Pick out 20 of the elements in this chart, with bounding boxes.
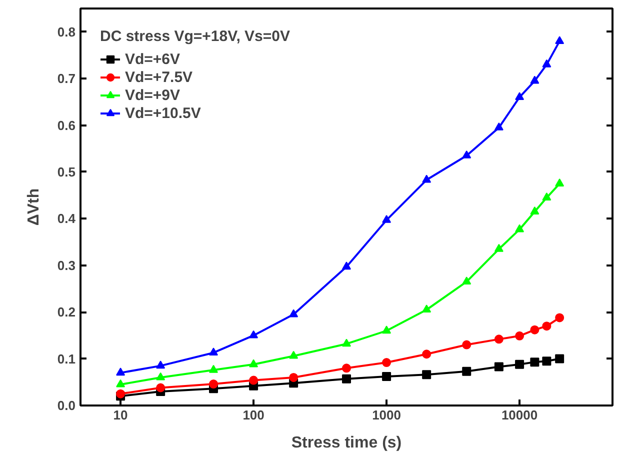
legend-label: Vd=+9V (125, 86, 180, 104)
legend-label: Vd=+10.5V (125, 104, 201, 122)
legend-title: DC stress Vg=+18V, Vs=0V (100, 28, 290, 45)
y-tick-label: 0.5 (57, 164, 76, 180)
y-tick-label: 0.6 (57, 118, 76, 133)
y-tick-label: 0.1 (57, 351, 76, 366)
legend-label: Vd=+6V (125, 50, 180, 68)
x-tick-label: 10 (113, 408, 128, 422)
y-tick-label: 0.2 (57, 304, 76, 320)
x-tick-label: 100 (242, 408, 264, 422)
y-tick-label: 0.7 (57, 71, 76, 86)
y-tick-label: 0.3 (57, 258, 76, 273)
y-axis-title: ΔVth (25, 188, 42, 226)
y-tick-label: 0.4 (57, 211, 76, 226)
legend-label: Vd=+7.5V (125, 68, 193, 86)
x-tick-label: 1000 (372, 408, 401, 422)
y-tick-label: 0.0 (57, 398, 76, 413)
x-tick-label: 10000 (501, 408, 538, 422)
x-axis-title: Stress time (s) (291, 434, 402, 452)
y-tick-label: 0.8 (57, 24, 76, 40)
